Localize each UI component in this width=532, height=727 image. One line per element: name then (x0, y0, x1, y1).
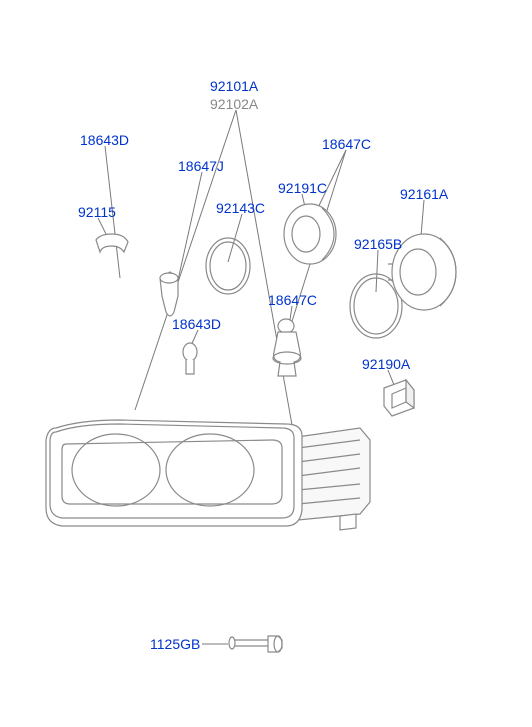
part-cap-small (284, 204, 336, 264)
part-headlamp-body (46, 420, 370, 530)
part-clip (96, 234, 128, 252)
part-cap-large (388, 234, 456, 310)
part-oring-small (206, 238, 250, 294)
parts-illustration (0, 0, 532, 727)
part-bolt (229, 636, 282, 652)
exploded-diagram: 92101A 92102A 18643D 18647J 18647C 92115… (0, 0, 532, 727)
part-bulb-small (183, 343, 197, 374)
part-bulb-large (273, 319, 301, 376)
part-bulb-holder-small (160, 272, 178, 316)
part-connector (384, 380, 414, 416)
